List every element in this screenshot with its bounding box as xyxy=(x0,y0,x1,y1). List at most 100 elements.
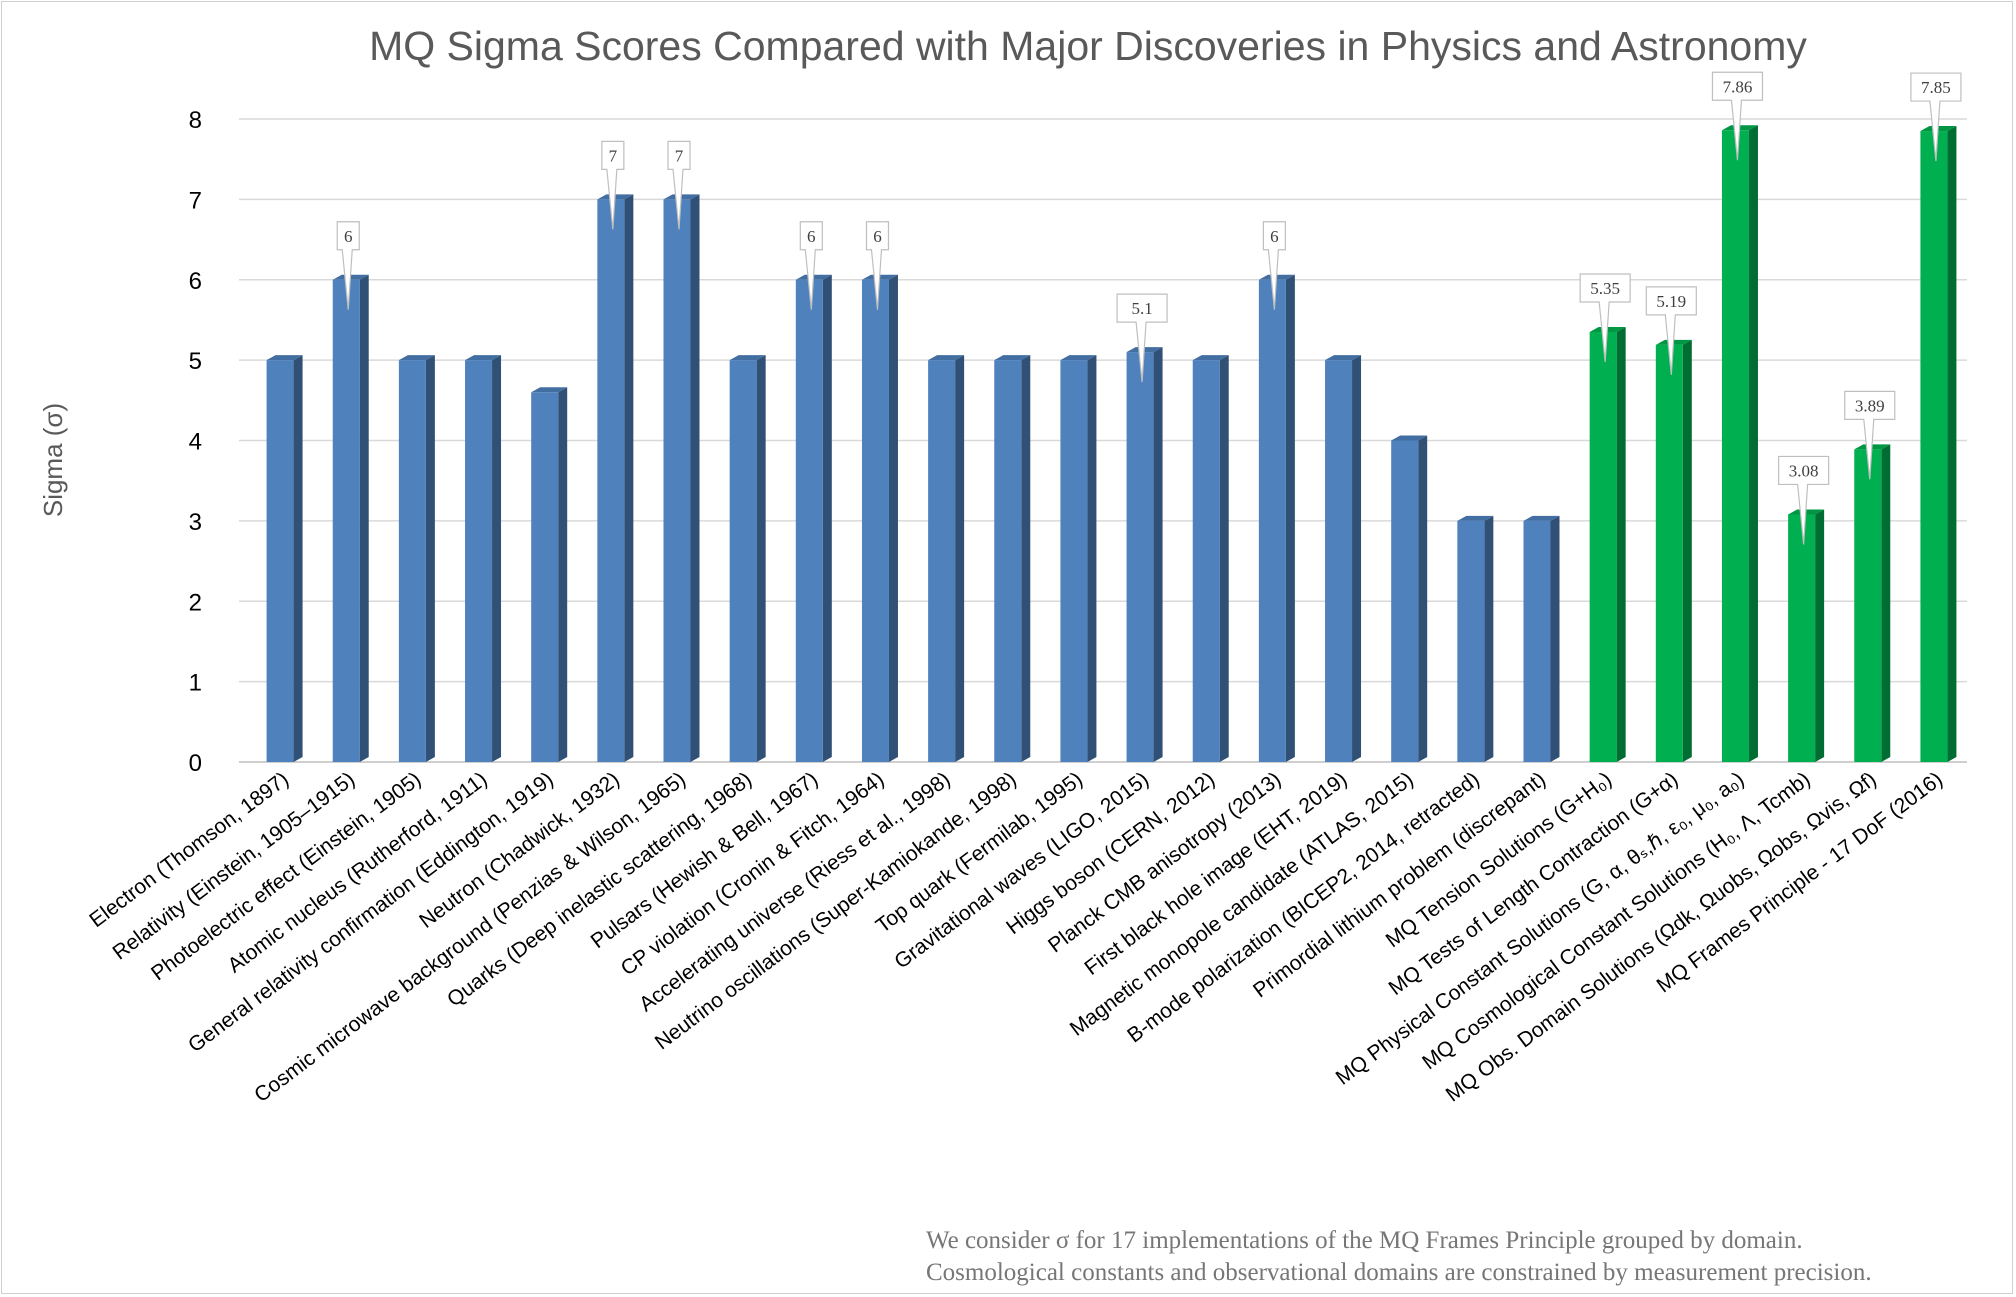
bar-front xyxy=(1258,279,1286,762)
bar-side xyxy=(1748,125,1758,762)
bar-top xyxy=(1325,355,1362,361)
bar-front xyxy=(1126,352,1154,762)
bar-front xyxy=(597,199,625,762)
bar-front xyxy=(1060,360,1088,762)
bar xyxy=(266,355,303,762)
data-label-text: 5.1 xyxy=(1131,299,1152,318)
data-label: 3.08 xyxy=(1778,455,1830,545)
data-label: 6 xyxy=(799,221,823,310)
bar-side xyxy=(1815,509,1825,762)
bar-side xyxy=(1616,326,1626,762)
data-label-text: 3.08 xyxy=(1789,461,1819,480)
bar-front xyxy=(994,360,1022,762)
data-label: 5.1 xyxy=(1116,293,1168,383)
bar-side xyxy=(492,355,502,762)
bars xyxy=(266,125,1957,762)
data-label-text: 7 xyxy=(675,146,684,165)
bar-side xyxy=(1484,515,1494,762)
data-label: 5.19 xyxy=(1645,286,1697,375)
bar xyxy=(1920,126,1957,762)
data-label-text: 5.35 xyxy=(1590,279,1620,298)
y-tick-label: 7 xyxy=(189,187,202,214)
bar-side xyxy=(1682,339,1692,762)
bar-side xyxy=(1153,347,1163,762)
bar-top xyxy=(1457,515,1494,521)
data-label: 3.89 xyxy=(1844,390,1896,480)
bar xyxy=(1655,339,1692,762)
bar-top xyxy=(1391,435,1428,441)
bar-side xyxy=(293,355,303,762)
bar-front xyxy=(663,199,691,762)
bar xyxy=(1721,125,1758,762)
y-tick-label: 6 xyxy=(189,268,202,295)
bar-front xyxy=(531,392,559,762)
bar xyxy=(1589,326,1626,762)
bar xyxy=(1391,435,1428,762)
bar-side xyxy=(624,194,634,762)
bar-side xyxy=(756,355,766,762)
bar-side xyxy=(1219,355,1229,762)
x-tick-label: Photoelectric effect (Einstein, 1905) xyxy=(147,768,425,986)
bar-front xyxy=(398,360,426,762)
bar-top xyxy=(729,355,766,361)
y-tick-label: 8 xyxy=(189,107,202,134)
y-tick-label: 4 xyxy=(189,429,202,456)
footnote-line-1: We consider σ for 17 implementations of … xyxy=(926,1227,1803,1254)
bar xyxy=(1060,355,1097,762)
bar-front xyxy=(729,360,757,762)
bar xyxy=(1523,515,1560,762)
bar xyxy=(465,355,502,762)
bar xyxy=(1192,355,1229,762)
bar-top xyxy=(994,355,1031,361)
bar-side xyxy=(425,355,435,762)
chart-title: MQ Sigma Scores Compared with Major Disc… xyxy=(369,23,1807,69)
bar-top xyxy=(398,355,435,361)
bar-front xyxy=(928,360,956,762)
bar-front xyxy=(1325,360,1353,762)
data-label: 6 xyxy=(865,221,890,310)
bar xyxy=(1788,509,1825,762)
bar-front xyxy=(861,279,889,762)
bar-top xyxy=(531,387,568,393)
data-label: 5.35 xyxy=(1579,273,1631,363)
bar-front xyxy=(1523,520,1551,762)
x-tick-label: Cosmic microwave background (Penzias & W… xyxy=(250,768,690,1107)
data-label: 7.86 xyxy=(1711,71,1764,161)
bar-side xyxy=(1087,355,1097,762)
bar xyxy=(663,194,700,762)
footnote-line-2: Cosmological constants and observational… xyxy=(926,1259,1872,1286)
bar-front xyxy=(1457,520,1485,762)
data-label-text: 7.86 xyxy=(1723,77,1753,96)
x-axis-ticks: Electron (Thomson, 1897)Relativity (Eins… xyxy=(85,768,1947,1107)
bar-top xyxy=(1523,515,1560,521)
bar-side xyxy=(1021,355,1031,762)
bar xyxy=(1126,347,1163,762)
bar-side xyxy=(1285,274,1295,762)
y-tick-label: 2 xyxy=(189,589,202,616)
bar-side xyxy=(1947,126,1957,762)
y-tick-label: 5 xyxy=(189,348,202,375)
bar-front xyxy=(795,279,823,762)
data-label-text: 3.89 xyxy=(1855,396,1885,415)
bar-side xyxy=(558,387,568,762)
data-label: 7 xyxy=(667,140,691,230)
bar-top xyxy=(1192,355,1229,361)
data-label-text: 6 xyxy=(344,227,353,246)
bar-front xyxy=(1655,344,1683,762)
data-label: 7.85 xyxy=(1910,72,1962,162)
bar-top xyxy=(1060,355,1097,361)
bar-front xyxy=(1920,131,1948,762)
data-label-text: 5.19 xyxy=(1656,292,1686,311)
y-tick-label: 0 xyxy=(189,750,202,777)
bar xyxy=(994,355,1031,762)
bar-side xyxy=(1881,444,1891,762)
bar-top xyxy=(465,355,502,361)
bar-side xyxy=(1352,355,1362,762)
y-axis-label: Sigma (σ) xyxy=(38,403,68,517)
bar xyxy=(398,355,435,762)
data-label-text: 7 xyxy=(609,146,618,165)
data-label-text: 6 xyxy=(1270,227,1279,246)
bar-side xyxy=(822,274,832,762)
bar-front xyxy=(1589,331,1617,762)
